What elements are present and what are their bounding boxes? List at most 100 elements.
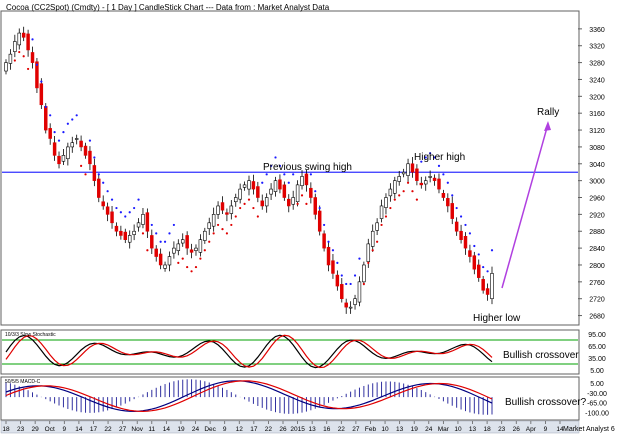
parabolic-sar-dot	[128, 211, 131, 214]
price-candle-body	[388, 188, 393, 197]
annotation-previous-swing-high: Previous swing high	[263, 162, 352, 173]
parabolic-sar-dot	[150, 223, 153, 227]
x-tick-label: 2015	[290, 426, 305, 433]
parabolic-sar-dot	[119, 211, 122, 214]
price-candle-body	[278, 179, 282, 190]
price-candle-body	[353, 298, 357, 305]
price-candle-body	[269, 188, 273, 195]
price-candle-body	[30, 52, 35, 63]
price-candle-body	[282, 184, 287, 198]
price-candle-body	[127, 235, 132, 243]
parabolic-sar-dot	[269, 164, 273, 167]
parabolic-sar-dot	[455, 206, 458, 210]
parabolic-sar-dot	[402, 190, 405, 193]
parabolic-sar-dot	[482, 265, 485, 269]
price-candle-body	[490, 273, 494, 300]
price-candle-body	[79, 140, 83, 148]
x-tick-label: 13	[309, 426, 317, 433]
price-candle-body	[211, 214, 216, 227]
macd-signal-line	[5, 380, 493, 413]
price-y-tick-label: 3360	[589, 27, 605, 34]
parabolic-sar-dot	[305, 202, 308, 205]
parabolic-sar-dot	[331, 249, 335, 252]
parabolic-sar-dot	[398, 194, 401, 197]
parabolic-sar-dot	[446, 181, 449, 184]
price-candle-body	[123, 231, 128, 240]
price-candle-body	[176, 243, 181, 251]
parabolic-sar-dot	[168, 232, 171, 235]
x-tick-label: 12	[236, 426, 244, 433]
parabolic-sar-dot	[190, 270, 193, 273]
x-axis-strip	[0, 420, 580, 434]
parabolic-sar-dot	[137, 198, 140, 201]
parabolic-sar-dot	[71, 118, 74, 121]
footer-text: Market Analyst 6	[563, 426, 615, 433]
parabolic-sar-dot	[411, 190, 414, 193]
price-layer	[2, 26, 578, 314]
x-tick-label: 24	[425, 426, 433, 433]
price-candle-body	[220, 202, 225, 211]
parabolic-sar-dot	[296, 202, 299, 205]
parabolic-sar-dot	[362, 282, 365, 286]
price-candle-body	[313, 197, 318, 215]
x-tick-label: 9	[544, 426, 548, 433]
price-candle-body	[309, 187, 313, 198]
x-tick-label: 9	[63, 426, 67, 433]
parabolic-sar-dot	[340, 274, 343, 277]
rally-arrow-head	[544, 121, 551, 131]
parabolic-sar-dot	[88, 139, 92, 142]
parabolic-sar-dot	[420, 160, 423, 163]
price-candle-body	[441, 192, 446, 198]
price-y-tick-label: 2680	[589, 314, 605, 321]
parabolic-sar-dot	[234, 215, 237, 218]
parabolic-sar-dot	[155, 232, 158, 235]
parabolic-sar-dot	[80, 164, 83, 167]
price-candle-body	[180, 239, 185, 244]
x-tick-label: Feb	[365, 426, 377, 433]
price-candle-body	[419, 182, 424, 186]
price-candle-body	[485, 288, 490, 295]
price-y-tick-label: 2720	[589, 297, 605, 304]
x-tick-label: 13	[396, 426, 404, 433]
price-candle-body	[437, 178, 441, 190]
parabolic-sar-dot	[252, 206, 255, 210]
parabolic-sar-dot	[49, 114, 52, 117]
price-candle-body	[446, 198, 450, 207]
price-candle-body	[300, 176, 304, 187]
parabolic-sar-dot	[212, 232, 215, 235]
price-candle-body	[8, 53, 13, 64]
parabolic-sar-dot	[22, 55, 25, 58]
stochastic-line-d	[5, 334, 493, 369]
parabolic-sar-dot	[278, 164, 282, 167]
price-candle-body	[203, 230, 207, 241]
price-candle-body	[468, 250, 472, 257]
price-candle-body	[264, 197, 269, 207]
chart-title: Cocoa (CC2Spot) (Cmdty) - [ 1 Day ] Cand…	[6, 3, 330, 12]
price-candle-body	[163, 264, 167, 269]
stochastic-annotation: Bullish crossover	[503, 350, 579, 361]
x-tick-label: 19	[177, 426, 185, 433]
parabolic-sar-dot	[225, 232, 229, 235]
price-candle-body	[304, 173, 309, 186]
price-candle-body	[172, 247, 176, 254]
price-panel-frame	[0, 10, 580, 326]
parabolic-sar-dot	[323, 223, 326, 227]
parabolic-sar-dot	[239, 206, 242, 210]
parabolic-sar-dot	[300, 194, 304, 197]
parabolic-sar-dot	[199, 257, 202, 260]
x-tick-label: 22	[104, 426, 112, 433]
price-candle-body	[260, 200, 264, 207]
x-tick-label: 10	[454, 426, 462, 433]
price-candle-body	[92, 165, 97, 181]
x-tick-label: 14	[75, 426, 83, 433]
parabolic-sar-dot	[97, 173, 100, 176]
price-candle-body	[154, 248, 158, 257]
price-candle-body	[70, 142, 75, 148]
stochastic-panel-label: 10/3/3 Slow Stochastic	[5, 332, 56, 338]
parabolic-sar-dot	[274, 156, 277, 159]
parabolic-sar-dot	[163, 240, 167, 243]
annotation-higher-low: Higher low	[473, 313, 521, 324]
parabolic-sar-dot	[172, 223, 175, 227]
parabolic-sar-dot	[44, 105, 47, 108]
price-candle-body	[340, 284, 344, 300]
